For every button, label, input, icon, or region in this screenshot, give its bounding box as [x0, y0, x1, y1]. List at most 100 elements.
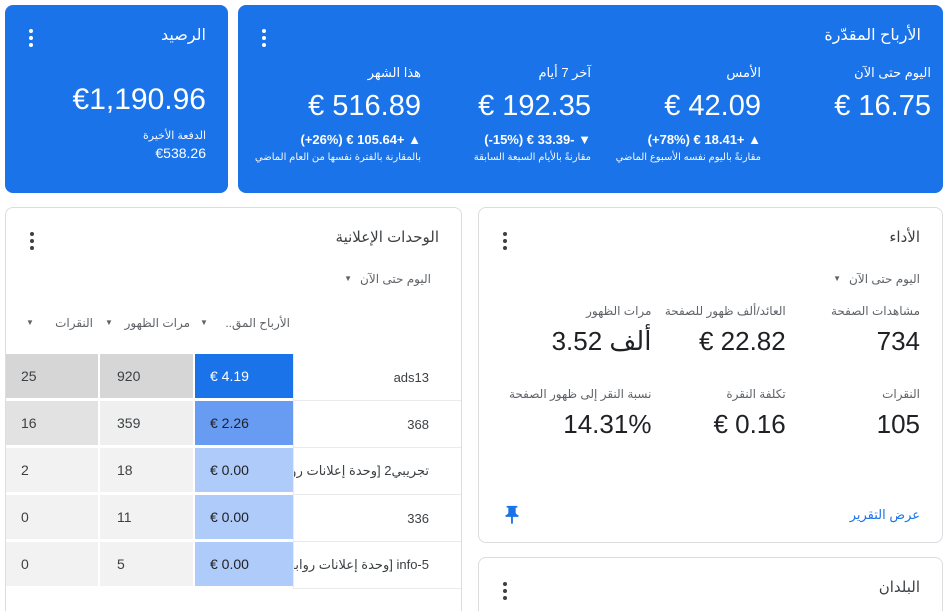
- date-range-selector[interactable]: اليوم حتى الآن ▼: [479, 272, 942, 286]
- last-payment-value: €538.26: [5, 145, 228, 161]
- metric-delta: (-15%) € 33.39- ▼: [484, 132, 591, 147]
- clicks-cell: 2: [6, 448, 98, 492]
- earnings-cell: € 2.26: [195, 401, 293, 445]
- metric-label: مرات الظهور: [586, 304, 652, 318]
- ad-units-table-body: ads13 € 4.19 920 25 368 € 2.26 359 16 تج…: [6, 354, 461, 589]
- ad-units-card: الوحدات الإعلانية اليوم حتى الآن ▼ الأرب…: [5, 207, 462, 611]
- table-header-row: الأرباح المق.. ▼ مرات الظهور ▼ النقرات ▼: [6, 316, 461, 330]
- table-row: 368 € 2.26 359 16: [6, 401, 461, 448]
- performance-card-header: الأداء: [479, 208, 942, 254]
- performance-metrics-grid: مشاهدات الصفحة 734 العائد/ألف ظهور للصفح…: [479, 304, 942, 440]
- earnings-metrics-row: اليوم حتى الآن € 16.75 الأمس € 42.09 (+7…: [238, 65, 943, 163]
- metric-note: مقارنةً بالأيام السبعة السابقة: [473, 152, 591, 163]
- chevron-down-icon: ▼: [833, 274, 842, 283]
- metric-value: € 16.75: [834, 90, 931, 122]
- kebab-dot: [262, 43, 266, 47]
- earnings-cell: € 0.00: [195, 495, 293, 539]
- kebab-menu-icon[interactable]: [24, 228, 40, 254]
- ad-unit-name-cell: 368: [293, 401, 461, 448]
- kebab-menu-icon[interactable]: [23, 25, 39, 51]
- metric-label: تكلفة النقرة: [726, 387, 786, 401]
- earnings-cell: € 4.19: [195, 354, 293, 398]
- countries-title: البلدان: [878, 579, 920, 596]
- kebab-dot: [503, 239, 507, 243]
- metric-note: بالمقارنة بالفترة نفسها من العام الماضي: [254, 152, 421, 163]
- earnings-card-header: الأرباح المقدّرة: [238, 5, 943, 51]
- kebab-dot: [503, 589, 507, 593]
- earnings-metric-today: اليوم حتى الآن € 16.75: [761, 65, 931, 163]
- earnings-cell: € 0.00: [195, 448, 293, 492]
- balance-card-title: الرصيد: [161, 27, 206, 44]
- clicks-cell: 25: [6, 354, 98, 398]
- last-payment-label: الدفعة الأخيرة: [143, 130, 206, 142]
- sort-arrow-icon: ▼: [200, 318, 208, 327]
- estimated-earnings-title: الأرباح المقدّرة: [824, 27, 921, 44]
- metric-value: € 0.16: [713, 409, 786, 439]
- metric-label: العائد/ألف ظهور للصفحة: [664, 304, 786, 318]
- metric-page-rpm: العائد/ألف ظهور للصفحة € 22.82: [651, 304, 786, 357]
- earnings-metric-last-7-days: آخر 7 أيام € 192.35 (-15%) € 33.39- ▼ مق…: [421, 65, 591, 163]
- metric-label: هذا الشهر: [367, 65, 421, 80]
- kebab-dot: [29, 36, 33, 40]
- metric-delta: (+78%) € 18.41+ ▲: [647, 132, 761, 147]
- kebab-menu-icon[interactable]: [497, 578, 513, 604]
- clicks-cell: 0: [6, 542, 98, 586]
- date-range-label: اليوم حتى الآن: [849, 272, 920, 286]
- metric-impressions: مرات الظهور 3.52 ألف: [509, 304, 652, 357]
- performance-title: الأداء: [889, 229, 920, 246]
- ad-unit-name-cell: 336: [293, 495, 461, 542]
- kebab-dot: [29, 43, 33, 47]
- column-header-impressions[interactable]: مرات الظهور ▼: [100, 316, 193, 330]
- metric-clicks: النقرات 105: [786, 387, 920, 440]
- table-row: تجريبي2 [وحدة إعلانات روابط ... € 0.00 1…: [6, 448, 461, 495]
- metric-value: 14.31%: [563, 409, 652, 439]
- countries-card: البلدان: [478, 557, 943, 611]
- view-report-link[interactable]: عرض التقرير: [849, 507, 920, 522]
- kebab-dot: [503, 246, 507, 250]
- countries-card-header: البلدان: [479, 558, 942, 604]
- chevron-down-icon: ▼: [344, 274, 353, 283]
- earnings-metric-this-month: هذا الشهر € 516.89 (+26%) € 105.64+ ▲ با…: [251, 65, 421, 163]
- metric-label: الأمس: [726, 65, 761, 80]
- metric-value: 3.52 ألف: [551, 326, 652, 356]
- column-header-clicks[interactable]: النقرات ▼: [6, 316, 98, 330]
- metric-value: 105: [876, 409, 920, 439]
- metric-value: € 22.82: [698, 326, 786, 356]
- metric-label: اليوم حتى الآن: [854, 65, 931, 80]
- kebab-dot: [262, 29, 266, 33]
- table-row: ads13 € 4.19 920 25: [6, 354, 461, 401]
- kebab-dot: [503, 582, 507, 586]
- estimated-earnings-card: الأرباح المقدّرة اليوم حتى الآن € 16.75 …: [238, 5, 943, 193]
- ad-units-title: الوحدات الإعلانية: [335, 229, 439, 246]
- metric-delta: (+26%) € 105.64+ ▲: [300, 132, 421, 147]
- column-header-earnings[interactable]: الأرباح المق.. ▼: [195, 316, 293, 330]
- balance-card: الرصيد €1,190.96 الدفعة الأخيرة €538.26: [5, 5, 228, 193]
- earnings-cell: € 0.00: [195, 542, 293, 586]
- kebab-menu-icon[interactable]: [256, 25, 272, 51]
- ad-unit-name-cell: تجريبي2 [وحدة إعلانات روابط ...: [293, 448, 461, 495]
- kebab-dot: [30, 232, 34, 236]
- metric-label: نسبة النقر إلى ظهور الصفحة: [509, 387, 652, 401]
- balance-card-header: الرصيد: [5, 5, 228, 51]
- date-range-selector[interactable]: اليوم حتى الآن ▼: [6, 272, 461, 286]
- column-header-name: [293, 316, 461, 330]
- ad-unit-name-cell: ads13: [293, 354, 461, 401]
- ad-unit-name-cell: ⁦info-5⁩ [وحدة إعلانات روابط ...: [293, 542, 461, 589]
- kebab-menu-icon[interactable]: [497, 228, 513, 254]
- kebab-dot: [29, 29, 33, 33]
- ad-units-card-header: الوحدات الإعلانية: [6, 208, 461, 254]
- impressions-cell: 18: [100, 448, 193, 492]
- last-payment-amount: €538.26: [155, 145, 206, 161]
- date-range-label: اليوم حتى الآن: [360, 272, 431, 286]
- kebab-dot: [262, 36, 266, 40]
- kebab-dot: [503, 232, 507, 236]
- metric-label: آخر 7 أيام: [538, 65, 591, 80]
- metric-page-views: مشاهدات الصفحة 734: [786, 304, 920, 357]
- metric-cpc: تكلفة النقرة € 0.16: [651, 387, 785, 440]
- kebab-dot: [30, 246, 34, 250]
- clicks-cell: 0: [6, 495, 98, 539]
- pin-icon[interactable]: [501, 504, 523, 526]
- column-label: الأرباح المق..: [225, 316, 290, 330]
- column-label: مرات الظهور: [124, 316, 190, 330]
- metric-label: النقرات: [882, 387, 920, 401]
